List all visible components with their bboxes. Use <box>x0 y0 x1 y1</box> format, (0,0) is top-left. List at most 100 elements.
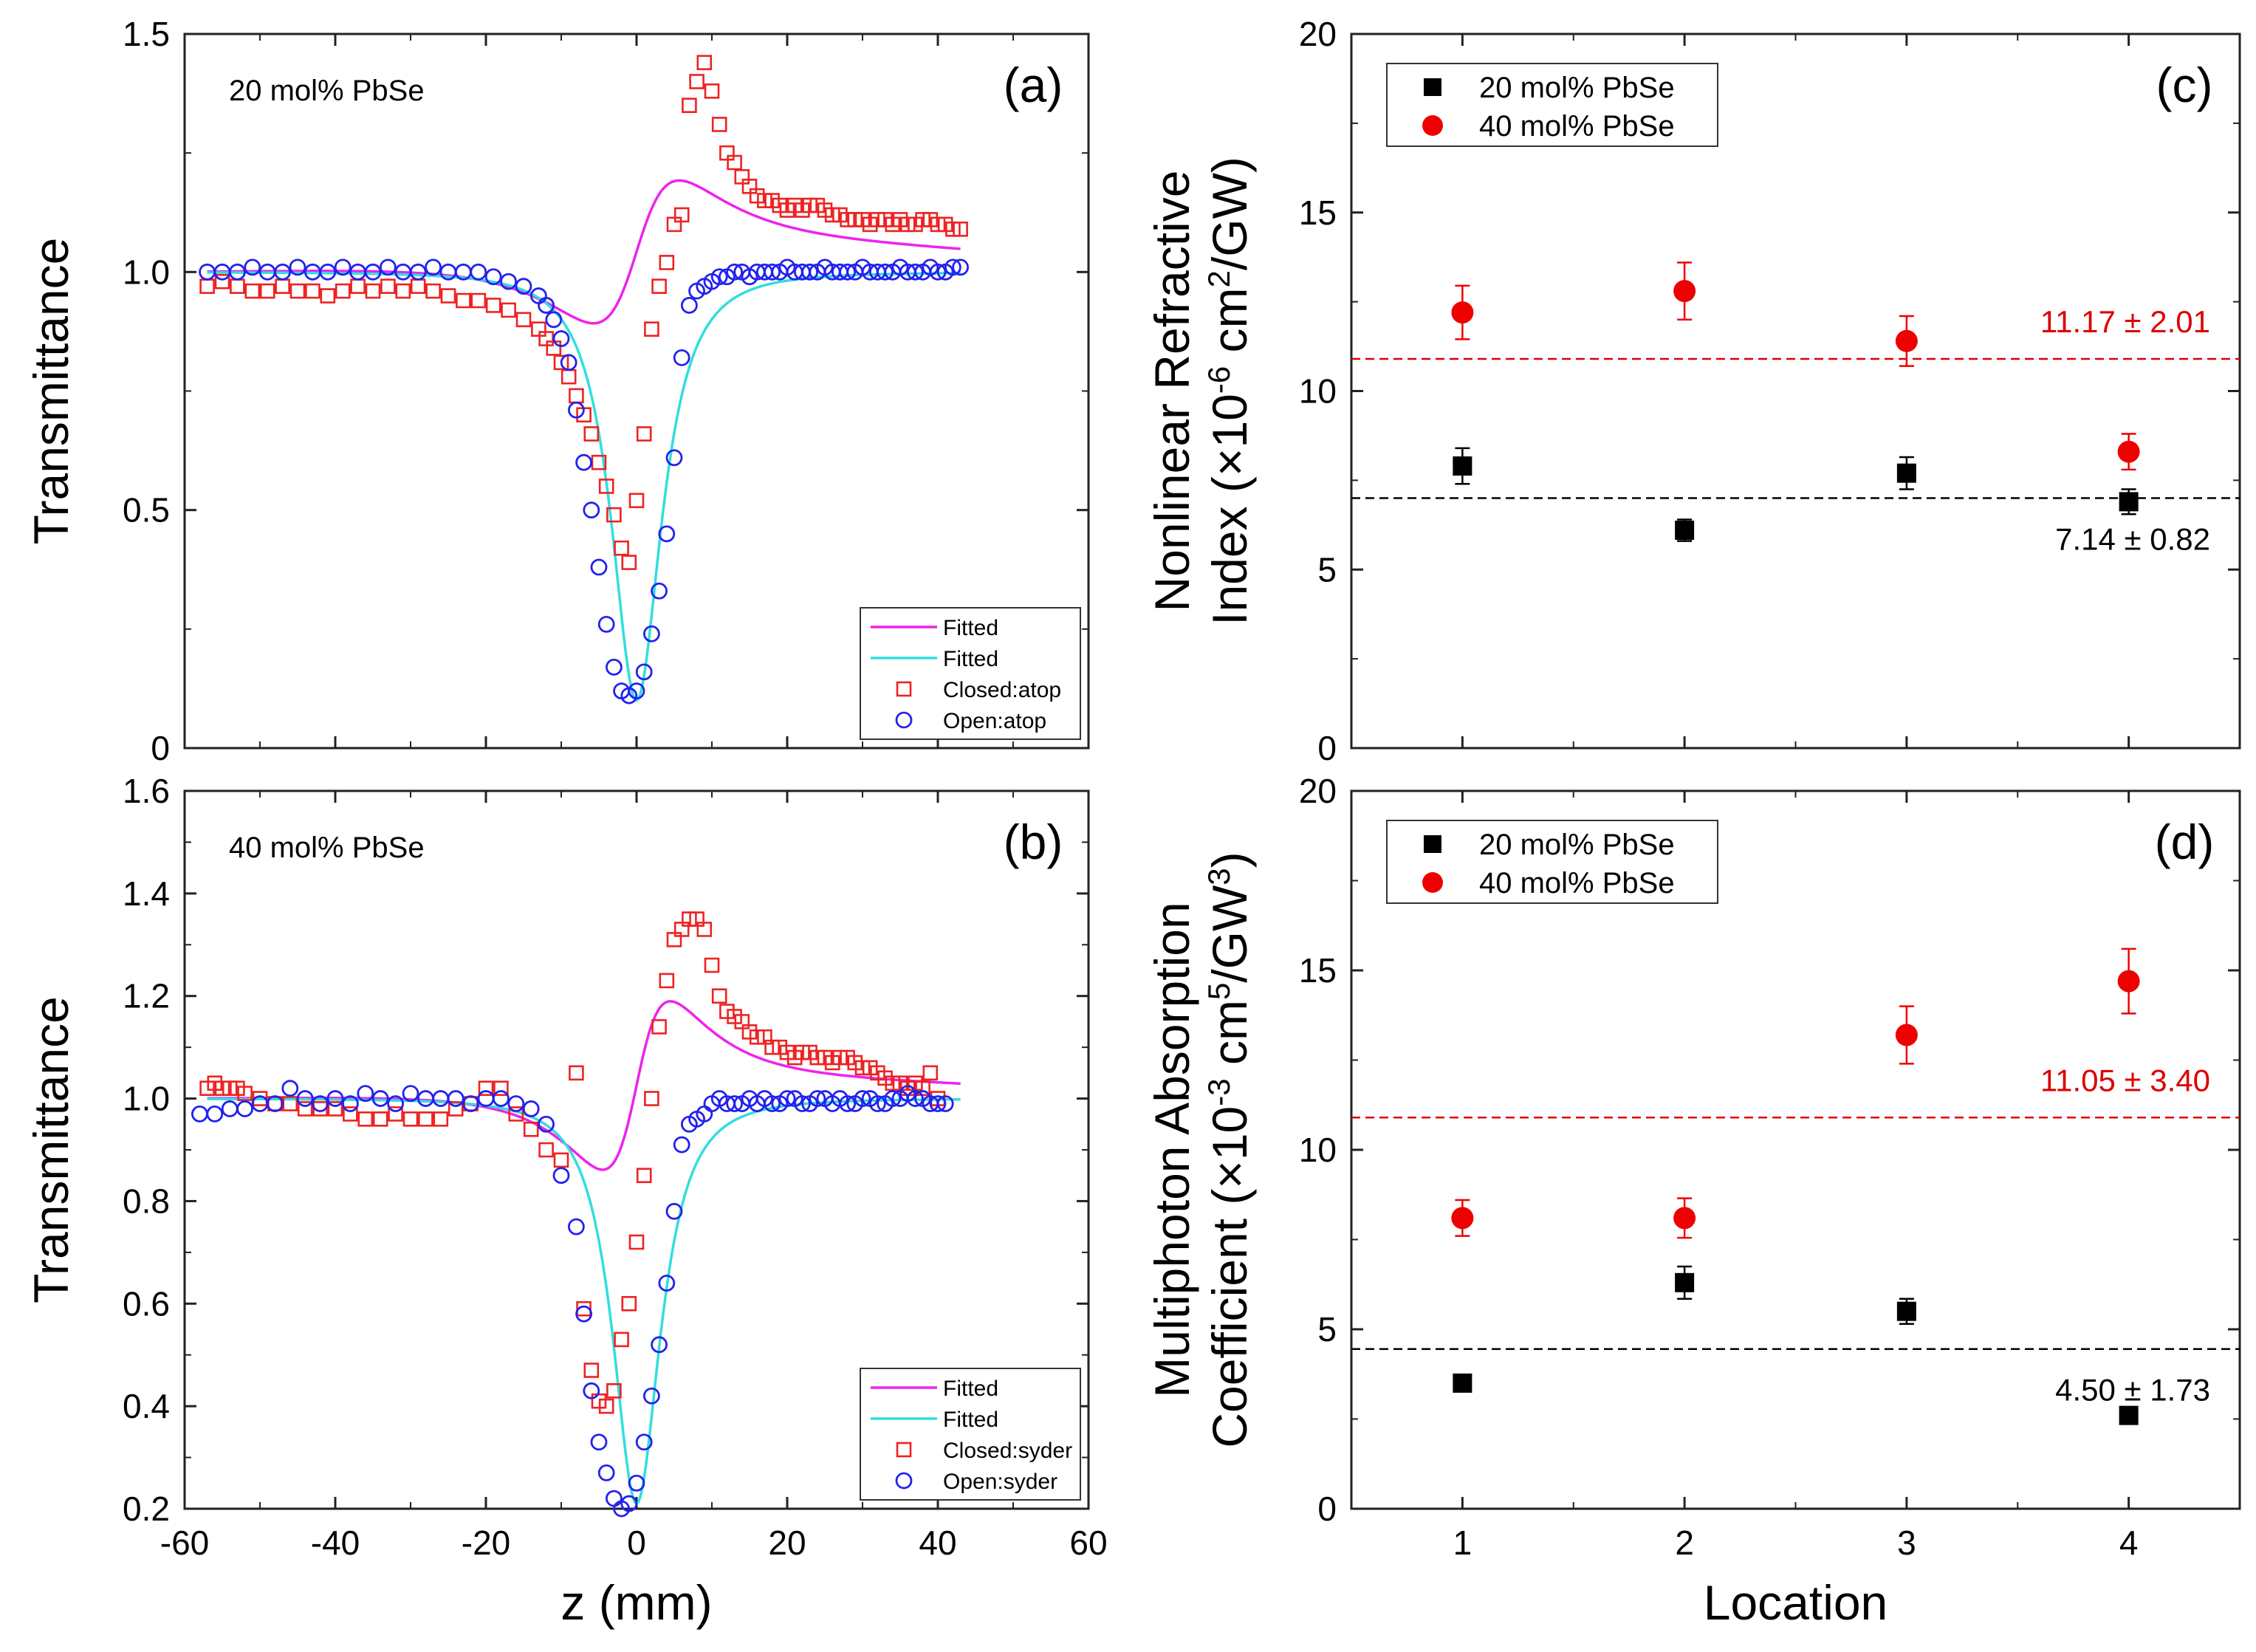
open-data-point <box>726 1095 743 1112</box>
legend-label: Open:syder <box>943 1470 1057 1494</box>
closed-data-point <box>237 1086 253 1101</box>
panel-a: 0 0.5 1.0 1.5 (a) Transmittance 20 mol% PbSe Fi… <box>24 15 1090 767</box>
open-data-point <box>658 525 676 543</box>
closed-data-point <box>606 1383 622 1399</box>
open-data-point <box>635 1433 653 1451</box>
open-data-point <box>907 1090 924 1107</box>
open-data-point <box>628 1474 645 1492</box>
reference-label: 11.05 ± 3.40 <box>2040 1063 2210 1097</box>
open-data-point <box>673 1136 690 1154</box>
y-axis-label: Transmittance <box>24 238 78 545</box>
open-data-point <box>907 263 924 281</box>
x-tick-label: -60 <box>160 1524 209 1562</box>
y-tick-label: 0 <box>1317 1490 1337 1528</box>
closed-data-point <box>365 283 381 299</box>
closed-data-point <box>651 278 667 294</box>
legend-label: Fitted <box>943 1377 998 1401</box>
data-point-20mol <box>1896 1301 1916 1321</box>
closed-data-point <box>922 1065 939 1081</box>
data-point-40mol <box>1673 280 1696 303</box>
open-data-point <box>590 1433 608 1451</box>
data-point-20mol <box>1896 463 1916 483</box>
open-data-point <box>884 1090 902 1107</box>
closed-data-point <box>553 354 569 371</box>
x-tick-label: 1 <box>1453 1524 1472 1562</box>
y-tick-label: 1.6 <box>123 772 170 810</box>
sample-annotation: 40 mol% PbSe <box>229 832 425 864</box>
y-label-text: cm <box>1202 1000 1257 1078</box>
closed-data-point <box>305 283 320 299</box>
closed-data-point <box>659 255 675 270</box>
panel-c: 0 5 10 15 20 (c) Nonlinear Refractive Index (×1… <box>1145 15 2241 767</box>
open-data-point <box>500 273 517 290</box>
data-point-20mol <box>1453 456 1472 476</box>
open-data-point <box>597 615 615 633</box>
closed-data-point <box>659 973 675 989</box>
open-data-point <box>289 258 306 276</box>
legend-box <box>1386 63 1718 147</box>
legend-label: 20 mol% PbSe <box>1479 72 1675 104</box>
y-tick-label: 5 <box>1317 550 1337 589</box>
open-data-point <box>236 1100 254 1117</box>
closed-data-point <box>259 283 275 299</box>
y-label-text: Coefficient (×10 <box>1202 1106 1257 1448</box>
open-data-point <box>560 354 577 371</box>
fitted-curve-closed <box>207 1000 961 1171</box>
legend-circle-swatch <box>895 1472 913 1490</box>
x-tick-label: -40 <box>311 1524 360 1562</box>
open-data-point <box>206 1106 224 1123</box>
open-data-point <box>274 263 292 281</box>
legend-label: Fitted <box>943 647 998 671</box>
open-data-point <box>364 263 382 281</box>
legend-label: Closed:atop <box>943 678 1061 702</box>
open-data-point <box>643 625 660 642</box>
open-data-point <box>312 1095 329 1112</box>
closed-data-point <box>380 278 396 294</box>
open-data-point <box>575 453 592 471</box>
data-point-20mol <box>1453 1373 1472 1393</box>
y-tick-label: 0.4 <box>123 1387 170 1425</box>
closed-data-point <box>553 1152 569 1168</box>
y-axis-label: Multiphoton Absorption Coefficient (×10-3… <box>1145 851 1257 1447</box>
open-data-point <box>493 1090 510 1107</box>
y-label-text: /GW <box>1202 885 1257 983</box>
data-point-40mol <box>2117 970 2140 993</box>
open-data-point <box>522 1100 540 1117</box>
open-data-point <box>839 263 856 281</box>
y-label-superscript: 5 <box>1201 983 1236 1000</box>
y-axis-label: Nonlinear Refractive Index (×10-6 cm2/GW) <box>1145 157 1257 626</box>
closed-data-point <box>433 1111 449 1127</box>
open-data-point <box>326 1090 344 1107</box>
closed-data-point <box>515 312 532 328</box>
x-tick-label: 60 <box>1069 1524 1107 1562</box>
closed-data-point <box>628 1234 645 1250</box>
y-label-text: cm <box>1202 287 1257 366</box>
open-data-point <box>568 401 585 419</box>
legend-label: 40 mol% PbSe <box>1479 110 1675 143</box>
open-data-point <box>281 1080 299 1097</box>
open-data-point <box>409 263 427 281</box>
open-data-point <box>244 258 261 276</box>
closed-data-point <box>320 288 336 304</box>
y-tick-label: 1.2 <box>123 977 170 1015</box>
closed-data-point <box>508 1106 524 1122</box>
closed-data-point <box>456 292 471 309</box>
legend: Fitted Fitted Closed:syder Open:syder <box>860 1368 1081 1501</box>
open-data-point <box>606 659 623 676</box>
panel-b: 0.2 0.4 0.6 0.8 1.0 1.2 1.4 1.6 -60 -40 -20 0 20 40 60… <box>24 772 1108 1630</box>
x-tick-label: 40 <box>919 1524 956 1562</box>
data-point-20mol <box>1675 1272 1695 1292</box>
reference-label: 11.17 ± 2.01 <box>2040 304 2210 339</box>
y-tick-label: 20 <box>1299 772 1337 810</box>
open-data-point <box>387 1095 404 1112</box>
open-data-point <box>952 258 969 276</box>
panel-label: (a) <box>1004 58 1063 112</box>
y-axis-label-line1: Nonlinear Refractive <box>1145 171 1199 612</box>
closed-data-point <box>727 154 742 171</box>
open-data-point <box>597 1464 615 1481</box>
closed-data-point <box>395 283 411 299</box>
open-data-point <box>877 263 894 281</box>
open-data-point <box>590 558 608 576</box>
open-data-point <box>296 1090 314 1107</box>
